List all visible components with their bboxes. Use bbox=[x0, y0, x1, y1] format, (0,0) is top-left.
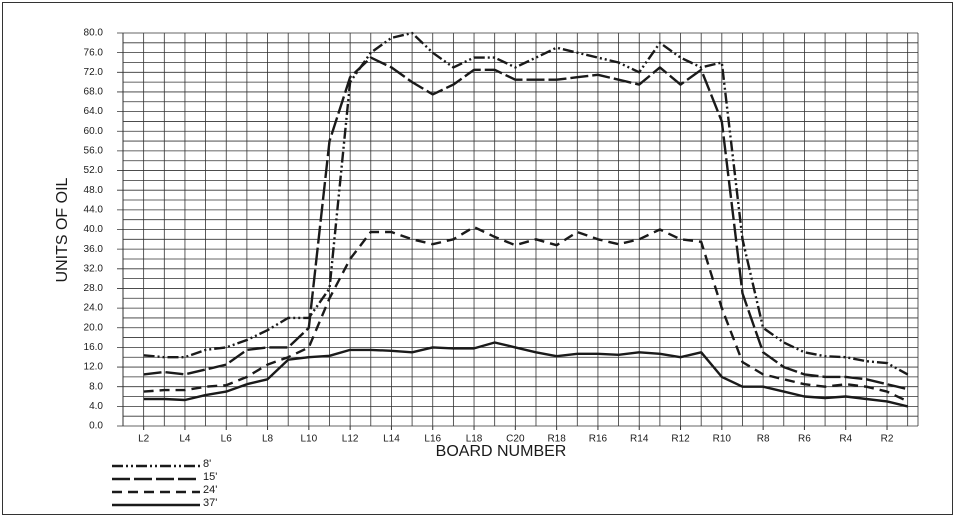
x-tick-label: R6 bbox=[798, 434, 811, 445]
legend-label: 8' bbox=[203, 458, 211, 470]
x-tick-label: R10 bbox=[713, 434, 732, 445]
y-tick-label: 48.0 bbox=[84, 185, 104, 196]
x-axis-label: BOARD NUMBER bbox=[436, 443, 567, 460]
x-tick-label: R18 bbox=[547, 434, 566, 445]
series-line bbox=[143, 225, 909, 403]
x-tick-label: L14 bbox=[383, 434, 400, 445]
x-tick-label: R14 bbox=[630, 434, 649, 445]
series-line bbox=[143, 31, 909, 376]
y-tick-label: 24.0 bbox=[84, 303, 104, 314]
y-tick-label: 32.0 bbox=[84, 263, 104, 274]
y-tick-label: 80.0 bbox=[84, 28, 104, 39]
frame bbox=[2, 2, 953, 515]
x-tick-label: L6 bbox=[221, 434, 233, 445]
x-tick-label: R4 bbox=[839, 434, 852, 445]
y-tick-label: 72.0 bbox=[84, 67, 104, 78]
y-tick-label: 76.0 bbox=[84, 47, 104, 58]
x-tick-label: L2 bbox=[138, 434, 150, 445]
x-tick-label: L18 bbox=[466, 434, 483, 445]
y-tick-label: 40.0 bbox=[84, 224, 104, 235]
legend-label: 24' bbox=[203, 484, 217, 496]
x-tick-label: R16 bbox=[589, 434, 608, 445]
y-tick-label: 36.0 bbox=[84, 244, 104, 255]
legend-label: 37' bbox=[203, 497, 217, 509]
y-tick-label: 4.0 bbox=[89, 401, 103, 412]
y-tick-label: 0.0 bbox=[89, 421, 103, 432]
x-tick-label: C20 bbox=[506, 434, 525, 445]
x-tick-label: L12 bbox=[342, 434, 359, 445]
y-tick-label: 56.0 bbox=[84, 146, 104, 157]
y-tick-label: 60.0 bbox=[84, 126, 104, 137]
x-tick-label: R8 bbox=[757, 434, 770, 445]
x-tick-label: L10 bbox=[301, 434, 318, 445]
legend-label: 15' bbox=[203, 471, 217, 483]
y-tick-label: 68.0 bbox=[84, 87, 104, 98]
series-line bbox=[143, 341, 908, 408]
y-tick-label: 12.0 bbox=[84, 362, 104, 373]
y-tick-label: 64.0 bbox=[84, 106, 104, 117]
x-tick-label: L8 bbox=[262, 434, 274, 445]
y-tick-label: 20.0 bbox=[84, 322, 104, 333]
y-axis-label: UNITS OF OIL bbox=[54, 177, 71, 282]
y-tick-label: 52.0 bbox=[84, 165, 104, 176]
series-line bbox=[143, 56, 908, 391]
x-tick-label: L16 bbox=[424, 434, 441, 445]
x-tick-label: L4 bbox=[179, 434, 191, 445]
y-tick-label: 44.0 bbox=[84, 204, 104, 215]
x-tick-label: R12 bbox=[671, 434, 690, 445]
x-tick-label: R2 bbox=[881, 434, 894, 445]
y-tick-label: 8.0 bbox=[89, 381, 103, 392]
y-tick-label: 28.0 bbox=[84, 283, 104, 294]
y-tick-label: 16.0 bbox=[84, 342, 104, 353]
